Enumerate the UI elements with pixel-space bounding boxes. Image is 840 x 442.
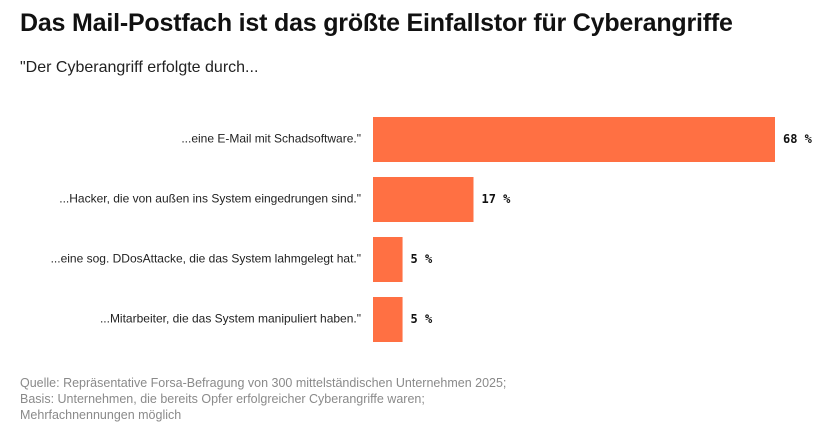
value-label-1: 68 % — [783, 132, 813, 146]
value-label-3: 5 % — [411, 252, 433, 266]
category-label-2: ...Hacker, die von außen ins System eing… — [59, 192, 361, 206]
category-label-3: ...eine sog. DDosAttacke, die das System… — [51, 252, 361, 266]
value-label-4: 5 % — [411, 312, 433, 326]
bar-2 — [373, 177, 474, 222]
source-note: Quelle: Repräsentative Forsa-Befragung v… — [20, 376, 507, 422]
bar-3 — [373, 237, 403, 282]
category-label-1: ...eine E-Mail mit Schadsoftware." — [181, 132, 361, 146]
bar-4 — [373, 297, 403, 342]
bar-1 — [373, 117, 775, 162]
chart-title: Das Mail-Postfach ist das größte Einfall… — [20, 9, 733, 37]
category-label-4: ...Mitarbeiter, die das System manipulie… — [100, 312, 361, 326]
value-label-2: 17 % — [482, 192, 512, 206]
bar-chart: ...eine E-Mail mit Schadsoftware." 68 %..… — [51, 117, 813, 342]
chart-subtitle: "Der Cyberangriff erfolgte durch... — [20, 59, 259, 76]
